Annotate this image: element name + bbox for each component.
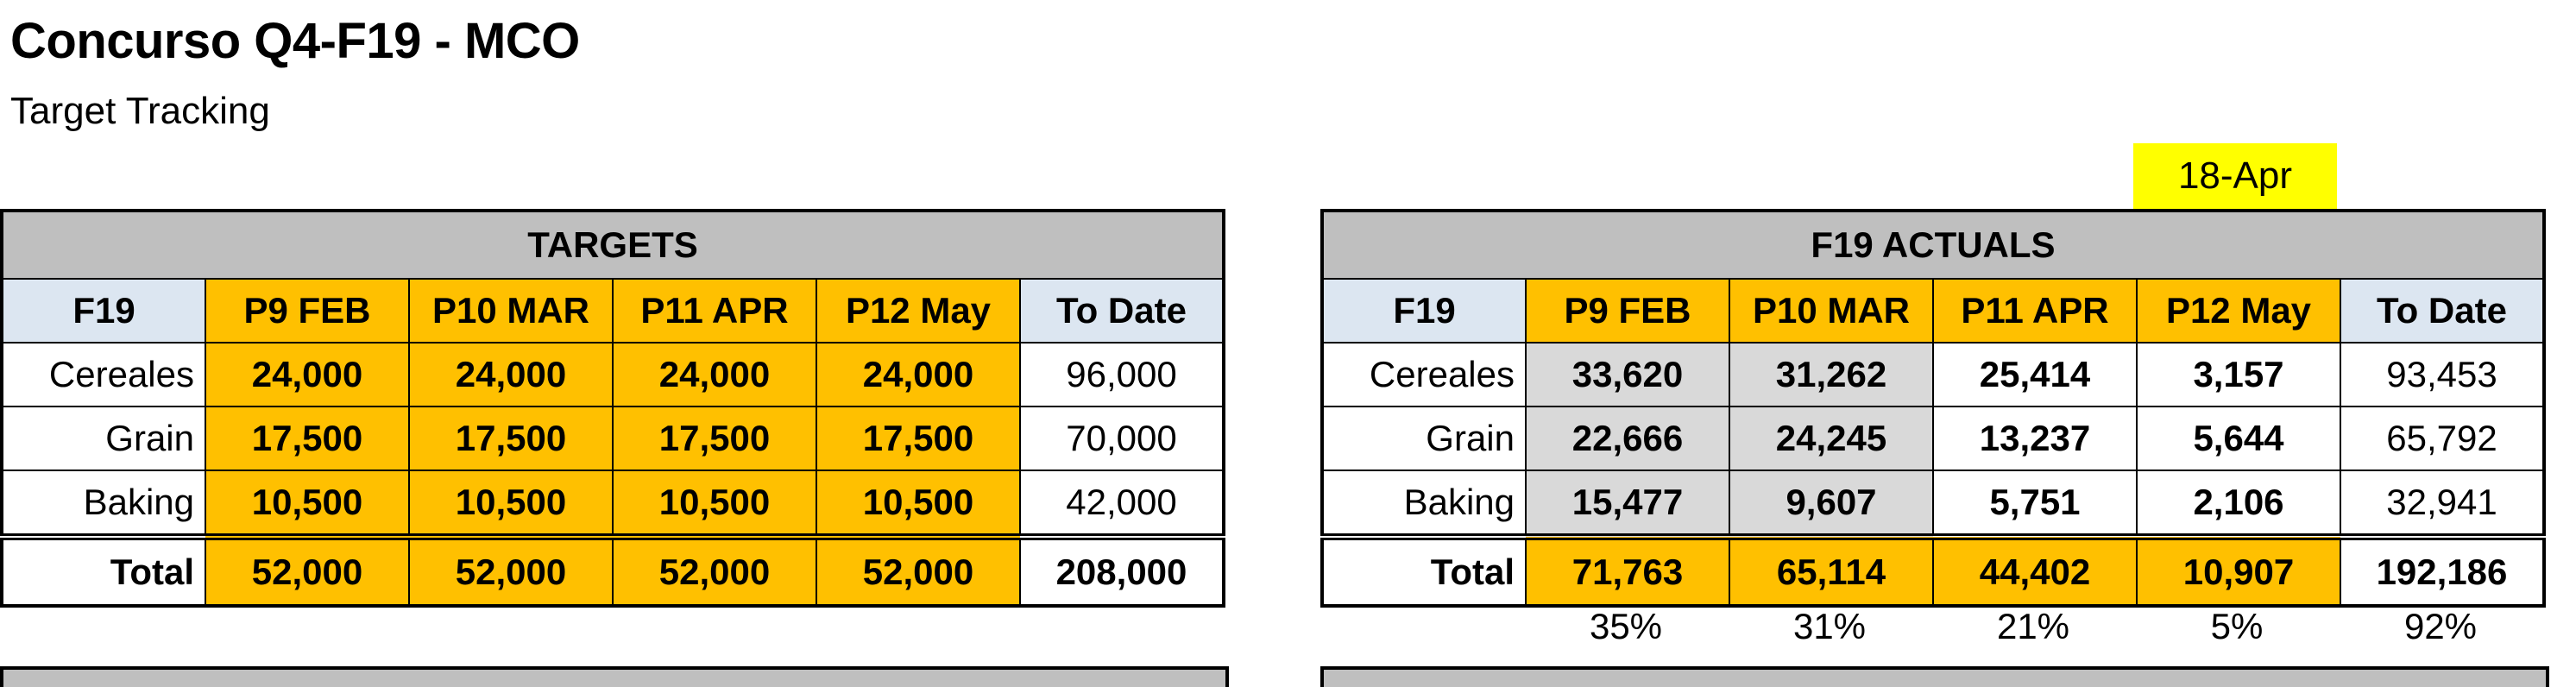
col-header[interactable]: To Date	[2340, 278, 2545, 344]
cell[interactable]: 10,500	[612, 470, 817, 538]
row-label[interactable]: Total	[1, 533, 206, 607]
col-header[interactable]: P10 MAR	[408, 278, 614, 344]
cell[interactable]: 32,941	[2340, 470, 2545, 538]
cell[interactable]: 52,000	[612, 533, 817, 607]
cell[interactable]: 65,792	[2340, 406, 2545, 471]
cell[interactable]: 17,500	[408, 406, 614, 471]
table-row: Baking 15,477 9,607 5,751 2,106 32,941	[1321, 470, 2545, 538]
row-label[interactable]: Grain	[1, 406, 206, 471]
row-label[interactable]: Total	[1321, 533, 1527, 607]
cell[interactable]: 96,000	[1019, 342, 1225, 407]
row-label[interactable]: Cereales	[1, 342, 206, 407]
col-header[interactable]: P11 APR	[1932, 278, 2138, 344]
row-label[interactable]: Baking	[1321, 470, 1527, 538]
cell[interactable]: 9,607	[1729, 470, 1934, 538]
row-label[interactable]: Grain	[1321, 406, 1527, 471]
cell[interactable]: 31,262	[1729, 342, 1934, 407]
cell[interactable]: 93,453	[2340, 342, 2545, 407]
col-header[interactable]: P9 FEB	[205, 278, 410, 344]
percent-cell[interactable]: 92%	[2403, 606, 2478, 646]
cell[interactable]: 10,500	[816, 470, 1021, 538]
col-header[interactable]: F19	[1, 278, 206, 344]
cell[interactable]: 17,500	[816, 406, 1021, 471]
date-badge[interactable]: 18-Apr	[2133, 143, 2337, 209]
cell[interactable]: 24,000	[408, 342, 614, 407]
cell[interactable]: 17,500	[612, 406, 817, 471]
percent-cell[interactable]: 21%	[1996, 606, 2070, 646]
cell[interactable]: 52,000	[816, 533, 1021, 607]
cell[interactable]: 24,000	[816, 342, 1021, 407]
row-label[interactable]: Cereales	[1321, 342, 1527, 407]
cell[interactable]: 33,620	[1525, 342, 1730, 407]
cell[interactable]: 24,245	[1729, 406, 1934, 471]
table-row: Grain 22,666 24,245 13,237 5,644 65,792	[1321, 406, 2545, 471]
cell[interactable]: 5,644	[2136, 406, 2341, 471]
percent-cell[interactable]: 5%	[2210, 606, 2264, 646]
cell[interactable]: 52,000	[205, 533, 410, 607]
next-table-header-left	[0, 666, 1229, 687]
cell[interactable]: 70,000	[1019, 406, 1225, 471]
cell[interactable]: 65,114	[1729, 533, 1934, 607]
page-title: Concurso Q4-F19 - MCO	[10, 13, 580, 69]
cell[interactable]: 71,763	[1525, 533, 1730, 607]
cell[interactable]: 3,157	[2136, 342, 2341, 407]
actuals-table: F19 ACTUALS F19 P9 FEB P10 MAR P11 APR P…	[1320, 209, 2546, 608]
targets-title[interactable]: TARGETS	[1, 210, 1225, 280]
cell[interactable]: 52,000	[408, 533, 614, 607]
cell[interactable]: 13,237	[1932, 406, 2138, 471]
cell[interactable]: 42,000	[1019, 470, 1225, 538]
col-header[interactable]: P12 May	[2136, 278, 2341, 344]
table-row: Cereales 24,000 24,000 24,000 24,000 96,…	[1, 342, 1225, 407]
cell[interactable]: 192,186	[2340, 533, 2545, 607]
cell[interactable]: 10,500	[408, 470, 614, 538]
percent-cell[interactable]: 31%	[1792, 606, 1867, 646]
cell[interactable]: 2,106	[2136, 470, 2341, 538]
cell[interactable]: 15,477	[1525, 470, 1730, 538]
col-header[interactable]: To Date	[1019, 278, 1225, 344]
cell[interactable]: 24,000	[205, 342, 410, 407]
page-subtitle: Target Tracking	[10, 90, 270, 132]
col-header[interactable]: P10 MAR	[1729, 278, 1934, 344]
total-row: Total 52,000 52,000 52,000 52,000 208,00…	[1, 533, 1225, 607]
cell[interactable]: 25,414	[1932, 342, 2138, 407]
col-header[interactable]: F19	[1321, 278, 1527, 344]
targets-table: TARGETS F19 P9 FEB P10 MAR P11 APR P12 M…	[0, 209, 1225, 608]
cell[interactable]: 24,000	[612, 342, 817, 407]
table-row: Cereales 33,620 31,262 25,414 3,157 93,4…	[1321, 342, 2545, 407]
cell[interactable]: 44,402	[1932, 533, 2138, 607]
cell[interactable]: 5,751	[1932, 470, 2138, 538]
cell[interactable]: 10,907	[2136, 533, 2341, 607]
cell[interactable]: 22,666	[1525, 406, 1730, 471]
cell[interactable]: 208,000	[1019, 533, 1225, 607]
cell[interactable]: 10,500	[205, 470, 410, 538]
table-row: Grain 17,500 17,500 17,500 17,500 70,000	[1, 406, 1225, 471]
col-header[interactable]: P11 APR	[612, 278, 817, 344]
total-row: Total 71,763 65,114 44,402 10,907 192,18…	[1321, 533, 2545, 607]
col-header[interactable]: P12 May	[816, 278, 1021, 344]
next-table-header-right	[1320, 666, 2549, 687]
col-header[interactable]: P9 FEB	[1525, 278, 1730, 344]
row-label[interactable]: Baking	[1, 470, 206, 538]
percent-cell[interactable]: 35%	[1589, 606, 1663, 646]
actuals-title[interactable]: F19 ACTUALS	[1321, 210, 2545, 280]
cell[interactable]: 17,500	[205, 406, 410, 471]
table-row: Baking 10,500 10,500 10,500 10,500 42,00…	[1, 470, 1225, 538]
